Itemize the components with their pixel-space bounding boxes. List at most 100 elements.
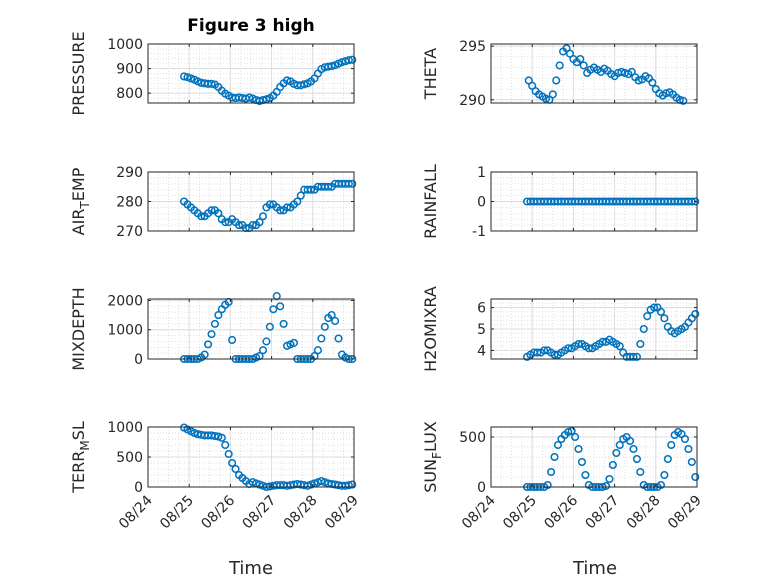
data-point bbox=[541, 94, 550, 103]
data-point bbox=[269, 305, 278, 314]
data-point bbox=[634, 76, 643, 85]
axes-box bbox=[490, 426, 698, 488]
data-point bbox=[348, 179, 357, 188]
y-tick-label: 1000 bbox=[107, 323, 143, 339]
data-point bbox=[204, 340, 213, 349]
data-point bbox=[667, 440, 676, 450]
data-point bbox=[553, 440, 563, 450]
data-point bbox=[547, 467, 556, 477]
y-tick-label: 290 bbox=[459, 93, 486, 109]
data-point bbox=[629, 444, 638, 454]
data-point bbox=[265, 200, 274, 209]
data-point bbox=[221, 218, 230, 227]
y-axis-label: AIRTEMP bbox=[69, 167, 92, 235]
subplot-h2omixra: 4 5 6 H2OMIXRA bbox=[421, 286, 700, 372]
data-point bbox=[296, 191, 305, 200]
y-axis-label: SUNFLUX bbox=[421, 421, 444, 493]
data-point bbox=[224, 449, 233, 459]
y-tick-label: 500 bbox=[116, 450, 143, 466]
data-point bbox=[296, 81, 305, 90]
data-point bbox=[684, 444, 693, 454]
data-point bbox=[228, 458, 237, 468]
data-point bbox=[648, 78, 657, 87]
data-point bbox=[632, 454, 641, 464]
data-point bbox=[626, 436, 635, 446]
y-tick-label: 290 bbox=[116, 165, 143, 181]
y-tick-label: 295 bbox=[459, 39, 486, 55]
data-point bbox=[564, 427, 573, 437]
data-point bbox=[650, 303, 659, 312]
data-point bbox=[548, 90, 557, 99]
data-point bbox=[598, 337, 607, 346]
data-point bbox=[324, 182, 333, 191]
subplot-theta: 290 295 THETA bbox=[421, 39, 698, 109]
data-point bbox=[543, 480, 552, 490]
data-point bbox=[540, 346, 549, 355]
data-point bbox=[550, 350, 559, 359]
data-point bbox=[581, 470, 590, 480]
x-axis-label-left: Time bbox=[228, 558, 273, 579]
data-point bbox=[663, 454, 672, 464]
data-point bbox=[197, 212, 206, 221]
data-point bbox=[327, 62, 336, 71]
data-point bbox=[656, 307, 666, 316]
data-point bbox=[555, 61, 564, 70]
data-point bbox=[576, 54, 585, 64]
data-point bbox=[636, 467, 645, 477]
data-point bbox=[245, 93, 254, 102]
data-point bbox=[276, 206, 285, 215]
data-point bbox=[533, 348, 542, 357]
y-axis-label: PRESSURE bbox=[69, 31, 88, 115]
figure-title: Figure 3 high bbox=[187, 16, 315, 36]
y-tick-label: 1000 bbox=[107, 420, 143, 436]
data-point bbox=[207, 330, 216, 339]
data-point bbox=[214, 311, 223, 320]
data-point bbox=[320, 322, 329, 331]
data-point bbox=[643, 312, 652, 321]
y-tick-label: 0 bbox=[134, 352, 143, 368]
y-tick-label: 0 bbox=[134, 480, 143, 496]
data-point bbox=[574, 339, 583, 349]
axes-box bbox=[147, 43, 355, 104]
data-point bbox=[344, 56, 353, 65]
data-point bbox=[564, 344, 573, 353]
data-point bbox=[579, 61, 588, 70]
y-tick-label: 800 bbox=[116, 86, 143, 102]
y-axis-label: H2OMIXRA bbox=[421, 286, 440, 372]
data-point bbox=[221, 440, 230, 450]
data-point bbox=[608, 460, 617, 470]
data-point bbox=[331, 316, 340, 326]
data-point bbox=[567, 426, 576, 436]
data-point bbox=[258, 346, 268, 355]
y-tick-label: 5 bbox=[477, 322, 486, 338]
data-point bbox=[289, 338, 298, 347]
y-axis-label: MIXDEPTH bbox=[69, 287, 88, 370]
data-point bbox=[639, 324, 648, 334]
data-point bbox=[210, 319, 219, 328]
data-point bbox=[283, 203, 292, 212]
subplot-mixdepth: 0 1000 2000 MIXDEPTH bbox=[69, 287, 357, 371]
data-point bbox=[337, 58, 347, 67]
data-point bbox=[207, 79, 216, 88]
y-axis-label: TERRMSL bbox=[69, 421, 92, 494]
data-point bbox=[687, 457, 696, 467]
data-point bbox=[300, 80, 309, 89]
data-point bbox=[617, 67, 626, 76]
data-point bbox=[217, 433, 226, 442]
y-tick-label: 4 bbox=[477, 343, 486, 359]
data-point bbox=[612, 448, 621, 458]
data-point bbox=[660, 470, 669, 480]
data-point bbox=[691, 309, 700, 319]
data-point bbox=[293, 197, 302, 206]
data-point bbox=[629, 352, 638, 361]
data-point bbox=[660, 314, 669, 323]
y-tick-label: 1 bbox=[477, 165, 486, 181]
data-point bbox=[615, 342, 624, 351]
data-point bbox=[680, 434, 690, 444]
data-point bbox=[348, 55, 357, 64]
y-tick-label: 500 bbox=[459, 430, 486, 446]
y-tick-label: 0 bbox=[477, 480, 486, 496]
data-point bbox=[679, 96, 688, 105]
